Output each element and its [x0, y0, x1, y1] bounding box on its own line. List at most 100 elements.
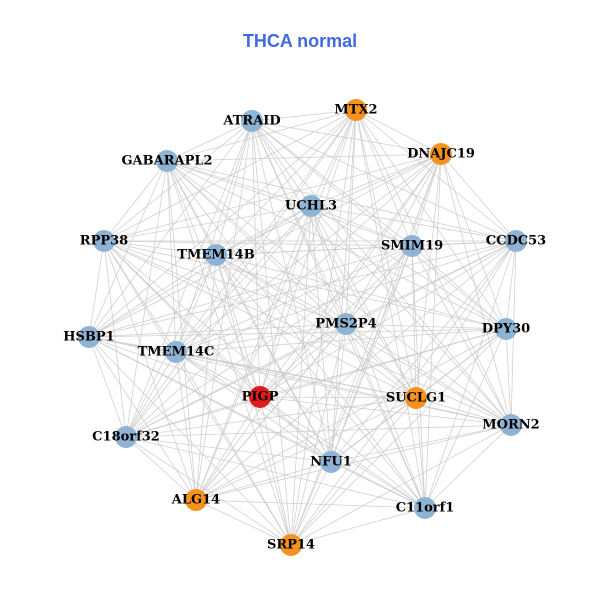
- edge: [103, 160, 168, 242]
- edge: [215, 153, 442, 256]
- edge: [195, 396, 261, 501]
- edge: [355, 109, 517, 242]
- node-ATRAID: [241, 110, 263, 132]
- edge: [310, 205, 426, 509]
- edge: [310, 205, 347, 325]
- edge: [251, 109, 357, 122]
- edge: [251, 120, 426, 509]
- edge: [251, 120, 413, 247]
- edge: [290, 328, 507, 546]
- edge: [175, 351, 292, 546]
- edge: [175, 328, 507, 353]
- edge: [415, 397, 426, 509]
- edge: [310, 205, 507, 330]
- edge: [310, 205, 413, 247]
- edge: [251, 120, 512, 426]
- edge: [215, 254, 417, 399]
- edge: [103, 240, 426, 509]
- edge: [251, 120, 261, 398]
- node-label-SRP14: SRP14: [267, 538, 315, 553]
- node-UCHL3: [300, 195, 322, 217]
- node-label-DNAJC19: DNAJC19: [407, 147, 475, 162]
- node-GABARAPL2: [156, 150, 178, 172]
- edge: [195, 254, 217, 501]
- node-ALG14: [185, 489, 207, 511]
- edge: [411, 245, 417, 399]
- edge: [88, 323, 347, 338]
- edge: [290, 153, 442, 546]
- edge: [195, 109, 357, 501]
- edge: [290, 424, 512, 546]
- edge: [166, 160, 292, 546]
- edge: [330, 109, 357, 463]
- edge: [103, 205, 312, 242]
- edge: [251, 120, 507, 330]
- edge: [88, 205, 312, 338]
- node-label-TMEM14C: TMEM14C: [138, 345, 215, 360]
- node-TMEM14B: [205, 244, 227, 266]
- edge: [166, 160, 197, 501]
- node-label-GABARAPL2: GABARAPL2: [121, 154, 212, 169]
- edge: [195, 397, 417, 501]
- edge: [103, 240, 261, 398]
- node-PMS2P4: [335, 313, 357, 335]
- edge: [345, 323, 417, 399]
- edge: [175, 351, 261, 398]
- edge: [251, 120, 347, 325]
- node-C11orf1: [414, 497, 436, 519]
- edge: [424, 153, 442, 509]
- node-label-CCDC53: CCDC53: [486, 234, 546, 249]
- node-DPY30: [495, 318, 517, 340]
- edge: [330, 323, 347, 463]
- node-MORN2: [500, 414, 522, 436]
- edge: [440, 153, 507, 330]
- edge: [88, 336, 197, 501]
- edge: [166, 160, 312, 207]
- edge: [215, 245, 413, 256]
- edge: [88, 336, 512, 426]
- edge: [125, 396, 261, 438]
- edge: [195, 205, 312, 501]
- figure-title: THCA normal: [243, 31, 357, 51]
- edge: [355, 109, 507, 330]
- edge: [505, 240, 517, 330]
- edge: [103, 240, 217, 256]
- edge: [215, 254, 261, 398]
- edge: [125, 153, 442, 438]
- edge: [259, 153, 442, 398]
- edge: [215, 254, 512, 426]
- edge: [195, 323, 347, 501]
- node-DNAJC19: [430, 143, 452, 165]
- node-label-SMIM19: SMIM19: [381, 239, 443, 254]
- edge: [166, 160, 517, 242]
- node-label-MORN2: MORN2: [482, 418, 539, 433]
- edge: [166, 160, 347, 325]
- edge: [175, 205, 312, 353]
- edge: [195, 499, 426, 509]
- edge: [195, 499, 292, 546]
- edge: [88, 336, 292, 546]
- edge: [125, 436, 292, 546]
- edge: [290, 205, 312, 546]
- edge: [88, 328, 507, 338]
- edge: [330, 424, 512, 463]
- edge: [103, 240, 197, 501]
- edge: [88, 336, 127, 438]
- node-MTX2: [345, 99, 367, 121]
- edge: [290, 461, 332, 546]
- node-C18orf32: [115, 426, 137, 448]
- edge: [330, 461, 426, 509]
- label-layer: MTX2 ATRAID DNAJC19 GABARAPL2 UCHL3 CCDC53 SMI…: [63, 103, 546, 553]
- edge: [88, 254, 217, 338]
- node-label-ATRAID: ATRAID: [222, 114, 280, 129]
- edge: [251, 120, 417, 399]
- edge: [88, 240, 517, 338]
- edge: [166, 160, 413, 247]
- edge: [175, 109, 357, 353]
- edge: [505, 328, 512, 426]
- edge: [259, 396, 332, 463]
- edge: [411, 245, 507, 330]
- edge: [330, 245, 413, 463]
- edge: [345, 323, 512, 426]
- edge: [125, 328, 507, 438]
